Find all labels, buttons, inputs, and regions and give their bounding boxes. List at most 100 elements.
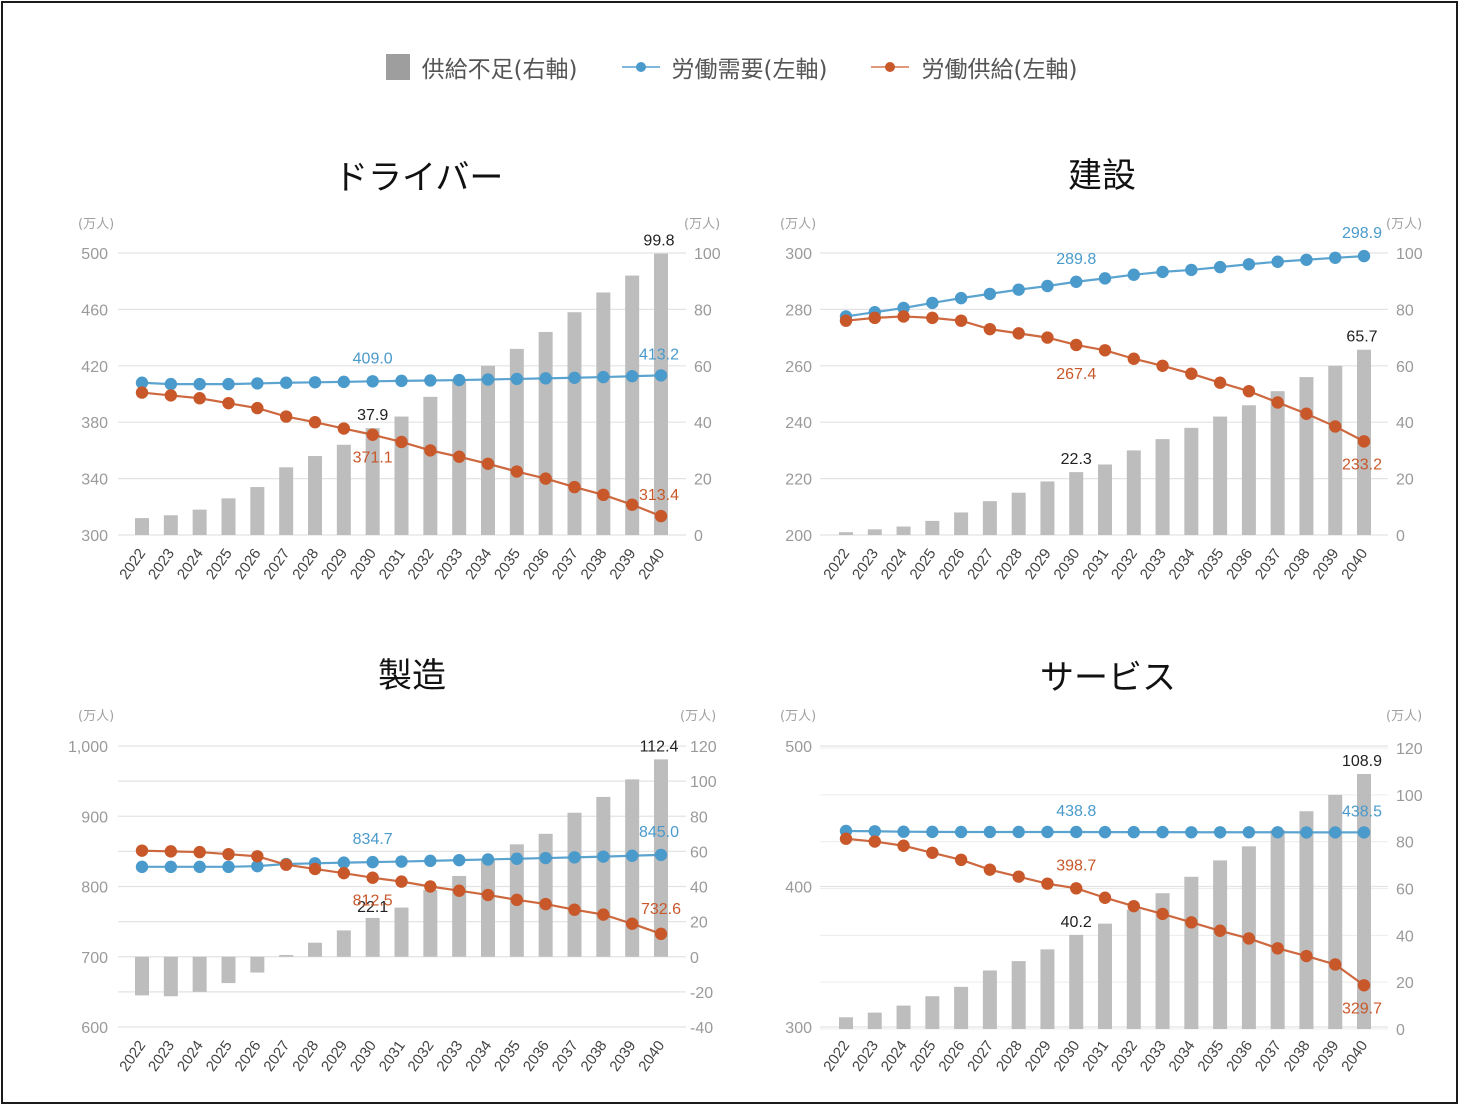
x-axis-tick-label: 2025 [907,546,940,583]
bar-shortage [1299,811,1314,1029]
data-label: 267.4 [1056,366,1096,383]
point-supply [1300,407,1313,420]
point-supply [1329,958,1342,971]
point-demand [510,852,524,865]
x-axis-tick-label: 2038 [578,546,611,583]
legend-item-demand: 労働需要(左軸) [621,50,827,84]
x-axis-tick-label: 2037 [549,546,582,583]
bar-swatch-icon [385,54,410,80]
point-demand [1329,826,1342,839]
data-label: 812.5 [353,893,393,910]
point-demand [481,373,495,386]
bar-shortage [163,515,178,535]
left-axis-tick-label: 240 [785,415,812,432]
right-axis-tick-label: 40 [694,415,712,432]
data-label: 108.9 [1342,753,1382,770]
right-axis-tick-label: 80 [690,809,708,826]
point-supply [510,465,524,478]
point-supply [452,884,466,897]
bar-shortage [336,444,351,535]
point-demand [222,377,235,391]
point-supply [597,488,610,502]
point-demand [424,854,437,868]
point-demand [1041,825,1054,839]
left-axis-unit-label: (万人) [78,709,114,724]
x-axis-tick-label: 2028 [289,546,322,583]
point-demand [926,825,939,839]
x-axis-tick-label: 2022 [116,1038,149,1075]
point-demand [395,855,408,868]
point-demand [395,374,408,388]
point-supply [424,880,437,893]
x-axis-tick-label: 2039 [1309,546,1342,583]
right-axis-tick-label: 0 [694,528,703,545]
bar-shortage [1328,794,1343,1029]
point-demand [539,851,552,865]
point-supply [337,866,351,880]
bar-shortage [1270,829,1285,1029]
data-label: 845.0 [639,824,679,841]
bar-shortage [896,526,911,535]
point-supply [625,498,639,511]
x-axis-tick-label: 2023 [145,546,178,583]
bar-shortage [163,956,178,997]
x-axis-tick-label: 2039 [1309,1038,1342,1075]
point-supply [193,392,206,405]
point-demand [1070,275,1083,288]
point-demand [983,825,997,839]
point-supply [1156,907,1169,921]
point-supply [1185,916,1198,929]
point-demand [1185,263,1198,277]
point-demand [983,287,997,301]
left-axis-tick-label: 800 [81,880,108,897]
left-axis-tick-label: 600 [81,1020,108,1037]
point-supply [1213,924,1227,937]
x-axis-tick-label: 2040 [1338,1038,1371,1075]
point-demand [135,376,149,389]
right-axis-tick-label: 100 [1396,246,1423,263]
x-axis-tick-label: 2027 [964,1038,997,1075]
legend-label: 労働供給(左軸) [921,57,1078,83]
x-axis-tick-label: 2033 [1137,1038,1170,1075]
data-label: 65.7 [1346,329,1377,346]
x-axis-tick-label: 2026 [935,1038,968,1075]
point-demand [597,370,610,384]
bar-shortage [654,253,668,535]
point-demand [1213,260,1227,274]
point-supply [1185,367,1198,380]
left-axis-tick-label: 300 [785,246,812,263]
point-demand [1271,255,1284,268]
x-axis-tick-label: 2035 [1194,1038,1227,1075]
point-demand [337,856,351,869]
x-axis-tick-label: 2032 [1108,1038,1141,1075]
point-supply [868,311,881,325]
point-demand [510,372,524,386]
chart-title-service: サービス [1040,658,1176,698]
x-axis-tick-label: 2031 [1079,546,1112,583]
right-axis-tick-label: 100 [1396,788,1423,805]
right-axis-tick-label: 100 [690,774,717,791]
x-axis-tick-label: 2029 [1022,546,1055,583]
x-axis-tick-label: 2036 [1223,1038,1256,1075]
point-demand [222,860,235,874]
bar-shortage [982,970,997,1029]
point-supply [135,844,149,857]
point-demand [164,377,178,391]
bar-shortage [867,1012,882,1029]
data-label: 371.1 [353,450,393,467]
point-demand [424,374,437,387]
point-supply [308,416,322,429]
point-demand [1329,251,1342,264]
point-demand [308,376,322,389]
bar-shortage [250,487,265,535]
x-axis-tick-label: 2024 [878,1038,911,1075]
point-demand [1156,825,1169,839]
point-supply [1012,870,1025,883]
point-supply [251,401,264,415]
left-axis-tick-label: 300 [81,528,108,545]
data-label: 732.6 [641,901,681,918]
left-axis-tick-label: 220 [785,472,812,489]
x-axis-tick-label: 2031 [376,546,409,583]
x-axis-tick-label: 2032 [405,546,438,583]
right-axis-tick-label: 60 [690,844,708,861]
